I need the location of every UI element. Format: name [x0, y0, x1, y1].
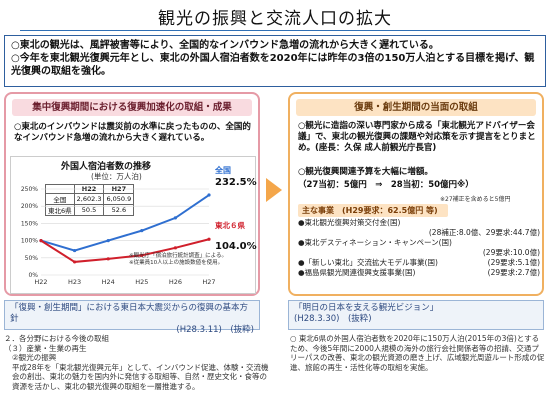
summary-line-1: ○東北の観光は、風評被害等により、全国的なインバウンド急増の流れから大きく遅れて… — [11, 40, 439, 51]
pct-national: 232.5% — [215, 177, 257, 188]
x-tick-label: H23 — [68, 278, 81, 286]
y-tick-label: 50% — [25, 255, 39, 262]
project-item: ●福島県観光関連復興支援事業(国) (29要求:2.7億) — [298, 268, 540, 278]
bottom-line: ②観光の振興 — [12, 353, 57, 362]
right-footer-date: (H28.3.30) (抜粋) — [294, 314, 372, 324]
y-tick-label: 100% — [21, 238, 38, 245]
project-amount: (29要求:5.1億) — [487, 258, 540, 267]
budget-note: ※27補正を含めると5億円 — [440, 196, 511, 203]
bottom-line: （３）産業・生業の再生 — [4, 343, 87, 353]
summary-line-2: ○今年を東北観光復興元年とし、東北の外国人宿泊者数を2020年には昨年の3倍の1… — [11, 53, 535, 77]
right-footer-box: 「明日の日本を支える観光ビジョン」 (H28.3.30) (抜粋) — [288, 300, 544, 330]
chart-note: ※従業員10人以上の施設数値を使用。 — [129, 260, 224, 266]
right-bullet-1: ○観光に造詣の深い専門家から成る「東北観光アドバイザー会議」で、東北の観光復興の… — [298, 121, 536, 153]
series-line — [40, 194, 210, 252]
chart-notes: ※観光庁「宿泊旅行統計調査」による。 ※従業員10人以上の施設数値を使用。 — [129, 253, 227, 267]
data-point — [207, 193, 211, 197]
table-cell: 東北6県 — [45, 204, 75, 216]
left-footer-text: 「復興・創生期間」における東日本大震災からの復興の基本方針 — [10, 303, 249, 324]
data-point — [207, 237, 211, 241]
left-bottom-text: ２．各分野における今後の取組 （３）産業・生業の再生 ②観光の振興 平成28年を… — [4, 334, 272, 391]
x-tick-label: H22 — [34, 278, 47, 286]
project-item: ●「新しい東北」交流拡大モデル事業(国) (29要求:5.1億) — [298, 258, 540, 268]
series-line — [40, 238, 210, 263]
data-point — [106, 257, 110, 261]
data-point — [173, 216, 177, 220]
data-point — [73, 248, 77, 253]
budget-line: （27当初：5億円 ⇒ 28当初：50億円※） — [298, 180, 474, 190]
left-bullet: ○東北のインバウンドは震災前の水準に戻ったものの、全国的なインバウンド急増の流れ… — [14, 122, 251, 143]
right-panel: 復興・創生期間の当面の取組 ○観光に造詣の深い専門家から成る「東北観光アドバイザ… — [288, 92, 544, 296]
data-point — [106, 239, 110, 243]
page-title: 観光の振興と交流人口の拡大 — [158, 9, 392, 29]
project-item: ●東北デスティネーション・キャンペーン(国) (29要求:10.0億) — [298, 238, 540, 258]
project-amount: (29要求:10.0億) — [482, 248, 540, 257]
right-panel-header: 復興・創生期間の当面の取組 — [296, 99, 536, 116]
project-name: ●「新しい東北」交流拡大モデル事業(国) — [298, 258, 438, 267]
chart-title: 外国人宿泊者数の推移 — [61, 162, 152, 172]
projects-list: ●東北観光復興対策交付金(国) (28補正:8.0億、29要求:44.7億) ●… — [298, 218, 540, 278]
chart-unit: (単位：万人泊) — [91, 172, 142, 181]
table-cell: 52.6 — [103, 204, 135, 216]
bottom-line: 平成28年を「東北観光復興元年」として、インバウンド促進、体験・交流機会の創出、… — [12, 362, 269, 391]
label-tohoku: 東北６県 — [215, 221, 245, 230]
y-tick-label: 150% — [21, 220, 38, 227]
x-tick-label: H26 — [169, 278, 182, 286]
label-national: 全国 — [215, 166, 231, 175]
line-chart: 0% 50% 100% 150% 200% 250% H22 H23 H24 H25 H26 H27 — [21, 186, 216, 286]
project-amount: (29要求:2.7億) — [487, 268, 540, 277]
left-footer-box: 「復興・創生期間」における東日本大震災からの復興の基本方針 (H28.3.11)… — [4, 300, 260, 335]
chart-note: ※観光庁「宿泊旅行統計調査」による。 — [129, 253, 227, 259]
data-point — [39, 239, 43, 243]
title-underline — [20, 30, 530, 31]
left-panel: 集中復興期間における復興加速化の取組・成果 ○東北のインバウンドは震災前の水準に… — [4, 92, 260, 296]
left-footer-date: (H28.3.11) (抜粋) — [176, 325, 254, 335]
projects-header: 主な事業 (H29要求：62.5億円 等) — [298, 204, 448, 217]
project-name: ●東北デスティネーション・キャンペーン(国) — [298, 238, 452, 247]
data-point — [140, 253, 144, 257]
right-footer-text: 「明日の日本を支える観光ビジョン」 — [294, 303, 439, 313]
pct-tohoku: 104.0% — [215, 241, 257, 252]
right-bottom-text: ○ 東北6県の外国人宿泊者数を2020年に150万人泊(2015年の3倍)とする… — [290, 334, 545, 372]
x-tick-label: H25 — [135, 278, 148, 286]
y-tick-label: 0% — [28, 272, 38, 279]
project-item: ●東北観光復興対策交付金(国) (28補正:8.0億、29要求:44.7億) — [298, 218, 540, 238]
project-name: ●福島県観光関連復興支援事業(国) — [298, 268, 416, 277]
project-name: ●東北観光復興対策交付金(国) — [298, 218, 401, 227]
y-tick-label: 250% — [21, 186, 38, 193]
left-panel-header: 集中復興期間における復興加速化の取組・成果 — [12, 99, 252, 116]
y-tick-label: 200% — [21, 203, 38, 210]
x-tick-label: H27 — [202, 278, 215, 286]
data-point — [140, 229, 144, 233]
data-point — [173, 246, 177, 250]
project-amount: (28補正:8.0億、29要求:44.7億) — [428, 228, 540, 237]
right-bullet-2: ○観光復興関連予算を大幅に増額。 — [298, 167, 433, 177]
summary-box: ○東北の観光は、風評被害等により、全国的なインバウンド急増の流れから大きく遅れて… — [4, 35, 546, 87]
right-arrow-icon — [266, 178, 282, 202]
data-point — [73, 260, 77, 264]
chart-frame: 外国人宿泊者数の推移 (単位：万人泊) H22 H27 全国 2,602.3 6… — [10, 156, 257, 294]
x-tick-label: H24 — [102, 278, 115, 286]
bottom-line: ２．各分野における今後の取組 — [4, 334, 109, 343]
